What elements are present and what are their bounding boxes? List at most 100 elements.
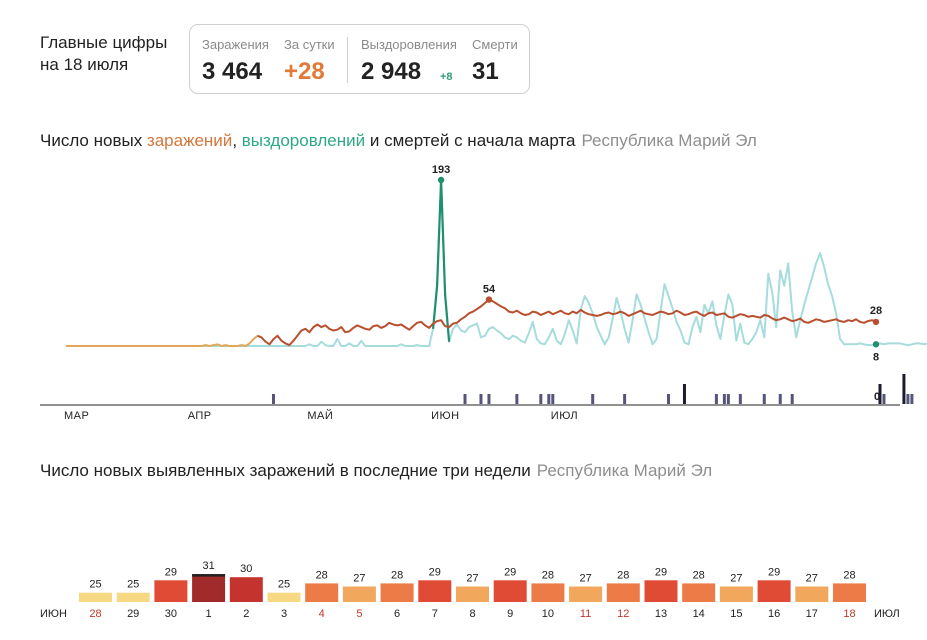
chart1-title: Число новых заражений, выздоровлений и с… (40, 131, 757, 151)
bar (569, 586, 603, 602)
bar-value-label: 25 (278, 579, 290, 591)
chart1-title-sep: , (232, 131, 242, 150)
bar-category-label: 2 (243, 608, 249, 620)
bar-chart: 25 28 25 29 29 30 31 1 30 2 25 3 28 4 27 5 28 6 29 7 27 8 29 9 2… (40, 560, 900, 620)
bar-value-label: 25 (89, 579, 101, 591)
bar-value-label: 28 (542, 569, 554, 581)
bar (493, 580, 527, 602)
recoveries-peak-marker (437, 176, 445, 184)
bar (116, 592, 150, 602)
infections-line-early (66, 334, 259, 347)
month-end-label: ИЮЛ (874, 608, 900, 620)
deaths-bar (667, 394, 671, 404)
line-chart: 193 54 28 8 0 МАР АПР МАЙ ИЮН ИЮЛ (40, 164, 927, 422)
bar (682, 583, 716, 602)
bar-category-label: 28 (89, 608, 101, 620)
bar (644, 580, 678, 602)
bar-category-label: 13 (655, 608, 667, 620)
bar-category-label: 30 (165, 608, 177, 620)
stat-deaths-value: 31 (472, 58, 499, 85)
recoveries-peak-line (432, 178, 451, 342)
deaths-bar (902, 374, 906, 404)
bar-category-label: 4 (319, 608, 325, 620)
stats-card: Заражения 3 464 За сутки +28 Выздоровлен… (189, 24, 530, 94)
recoveries-peak-label: 193 (432, 164, 450, 176)
bar-value-label: 27 (730, 573, 742, 585)
chart1-title-infections: заражений (146, 131, 233, 150)
bar (719, 586, 753, 602)
bar (192, 574, 226, 602)
bar-value-label: 29 (768, 566, 780, 578)
bar-value-label: 28 (843, 569, 855, 581)
deaths-bar (479, 394, 483, 404)
chart1-title-prefix: Число новых (40, 131, 147, 150)
stat-daily-label: За сутки (284, 37, 335, 52)
x-tick-label: ИЮН (431, 410, 459, 422)
x-tick-label: АПР (188, 410, 212, 422)
chart1-region: Республика Марий Эл (581, 131, 757, 150)
deaths-bar (790, 394, 794, 404)
bar-category-label: 6 (394, 608, 400, 620)
deaths-bar (463, 394, 467, 404)
infections-last-label: 28 (870, 305, 882, 317)
x-tick-label: МАЙ (307, 409, 333, 422)
deaths-bar (778, 394, 782, 404)
chart1-title-suffix: с начала марта (449, 131, 576, 150)
bar-category-label: 18 (843, 608, 855, 620)
chart1-title-and: и (365, 131, 385, 150)
bar-value-label: 29 (165, 566, 177, 578)
deaths-bar (878, 384, 882, 404)
bar-value-label: 27 (466, 573, 478, 585)
bar (79, 592, 112, 602)
bar-category-label: 9 (507, 608, 513, 620)
stat-daily-value: +28 (284, 58, 325, 85)
deaths-last-label: 0 (874, 391, 880, 403)
bar (342, 586, 376, 602)
bar-value-label: 29 (655, 566, 667, 578)
bar-category-label: 5 (356, 608, 362, 620)
chart2-title: Число новых выявленных заражений в после… (40, 461, 712, 481)
deaths-bar (682, 384, 686, 404)
stat-deaths-label: Смерти (472, 37, 518, 52)
bar (305, 583, 339, 602)
deaths-bar (547, 394, 551, 404)
bar-value-label: 28 (693, 569, 705, 581)
bar (418, 580, 452, 602)
bar-category-label: 8 (469, 608, 475, 620)
bar-value-label: 28 (617, 569, 629, 581)
card-divider (347, 37, 348, 83)
stat-recoveries-value: 2 948 (361, 58, 422, 85)
bar-category-label: 7 (432, 608, 438, 620)
bar-top-edge (192, 574, 226, 577)
deaths-bar (623, 394, 627, 404)
bar-value-label: 29 (429, 566, 441, 578)
bar-category-label: 16 (768, 608, 780, 620)
deaths-bar (882, 394, 886, 404)
bar-category-label: 29 (127, 608, 139, 620)
stat-infections: Заражения 3 464 (202, 37, 269, 86)
deaths-bar (591, 394, 595, 404)
bar-category-label: 12 (617, 608, 629, 620)
deaths-bar (910, 394, 914, 404)
chart2-title-text: Число новых выявленных заражений в после… (40, 461, 531, 480)
stat-daily: За сутки +28 (284, 37, 335, 86)
bar-category-label: 14 (693, 608, 705, 620)
deaths-bar (271, 394, 275, 404)
bar-value-label: 25 (127, 579, 139, 591)
deaths-bar (487, 394, 491, 404)
x-tick-label: ИЮЛ (551, 410, 578, 422)
infections-peak-label: 54 (483, 284, 496, 296)
bar (833, 583, 866, 602)
deaths-bar (539, 394, 543, 404)
bar-category-label: 11 (580, 608, 591, 620)
stat-deaths: Смерти 31 (472, 37, 518, 86)
deaths-bar (515, 394, 519, 404)
bar (456, 586, 489, 602)
bar (229, 577, 263, 602)
bar-value-label: 28 (391, 569, 403, 581)
bar-category-label: 15 (730, 608, 742, 620)
bar (531, 583, 565, 602)
deaths-bar (726, 394, 730, 404)
bar (380, 583, 414, 602)
month-start-label: ИЮН (40, 608, 67, 620)
